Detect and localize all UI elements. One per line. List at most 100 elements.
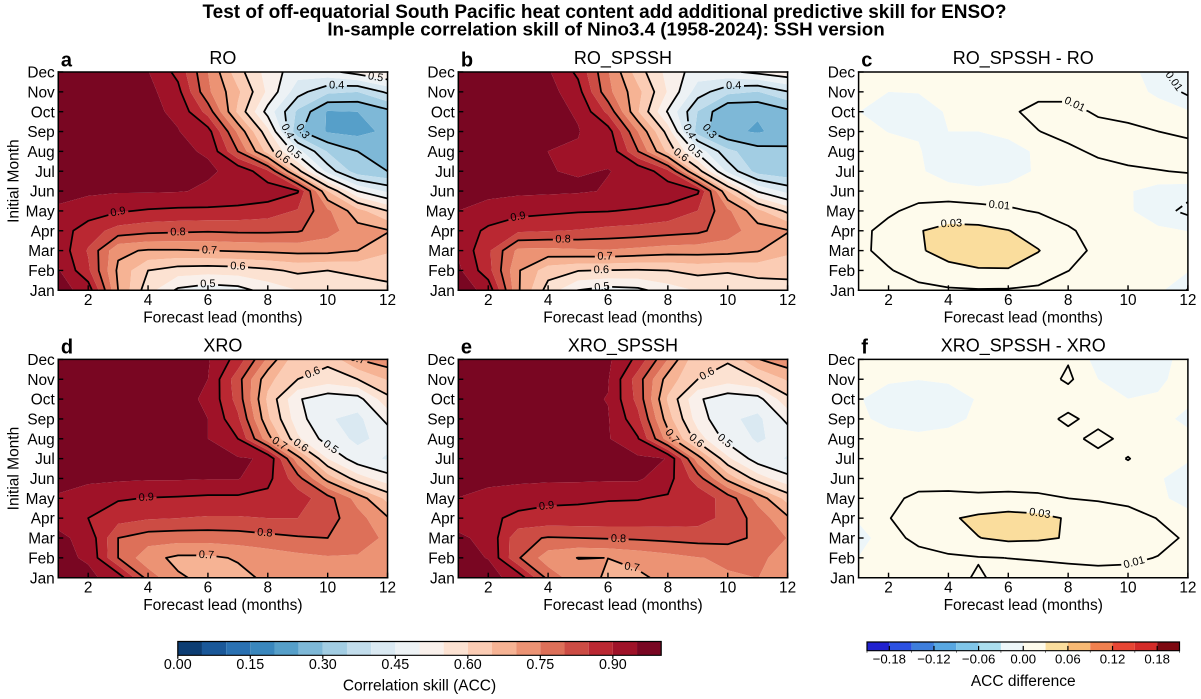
svg-text:8: 8 (1064, 292, 1073, 309)
svg-text:Dec: Dec (427, 65, 455, 82)
svg-text:May: May (826, 203, 855, 220)
svg-text:May: May (26, 491, 55, 508)
svg-text:0.30: 0.30 (309, 657, 337, 673)
svg-text:12: 12 (1179, 579, 1196, 596)
svg-text:Forecast lead (months): Forecast lead (months) (143, 309, 302, 326)
svg-text:2: 2 (84, 292, 93, 309)
svg-text:Oct: Oct (831, 104, 856, 121)
svg-text:0.5: 0.5 (594, 280, 611, 294)
svg-text:Mar: Mar (28, 531, 55, 548)
svg-text:d: d (61, 337, 73, 359)
svg-text:Dec: Dec (27, 65, 55, 82)
svg-text:Jun: Jun (830, 184, 855, 201)
svg-text:Jul: Jul (435, 164, 455, 181)
svg-text:12: 12 (1179, 292, 1196, 309)
svg-text:Aug: Aug (828, 144, 855, 161)
svg-text:Jun: Jun (830, 471, 855, 488)
svg-text:Mar: Mar (829, 243, 856, 260)
svg-text:Jan: Jan (430, 283, 455, 300)
svg-text:May: May (426, 491, 455, 508)
svg-text:Oct: Oct (831, 392, 856, 409)
svg-text:May: May (26, 203, 55, 220)
svg-text:4: 4 (944, 579, 953, 596)
svg-text:Feb: Feb (428, 263, 455, 280)
svg-text:Nov: Nov (427, 372, 455, 389)
svg-text:2: 2 (84, 579, 93, 596)
svg-text:Feb: Feb (28, 263, 55, 280)
svg-text:RO: RO (209, 48, 236, 68)
svg-text:Nov: Nov (828, 372, 856, 389)
svg-text:Apr: Apr (431, 223, 455, 240)
svg-text:0.01: 0.01 (988, 199, 1010, 213)
svg-text:10: 10 (319, 292, 336, 309)
svg-text:4: 4 (544, 579, 553, 596)
svg-text:0.01: 0.01 (1122, 554, 1146, 571)
svg-text:2: 2 (884, 292, 893, 309)
svg-text:Mar: Mar (428, 243, 455, 260)
svg-text:Aug: Aug (27, 144, 54, 161)
svg-text:Forecast lead (months): Forecast lead (months) (543, 597, 702, 614)
svg-text:Oct: Oct (31, 104, 56, 121)
svg-text:RO_SPSSH: RO_SPSSH (574, 48, 672, 69)
svg-text:Feb: Feb (28, 550, 55, 567)
svg-text:0.12: 0.12 (1100, 651, 1126, 666)
svg-text:0.6: 0.6 (303, 364, 322, 381)
svg-text:0.75: 0.75 (526, 657, 554, 673)
svg-text:Dec: Dec (27, 352, 55, 369)
svg-text:0.9: 0.9 (109, 205, 126, 220)
svg-text:Oct: Oct (431, 104, 456, 121)
svg-text:Sep: Sep (27, 124, 54, 141)
svg-text:8: 8 (264, 579, 273, 596)
svg-text:Aug: Aug (828, 431, 855, 448)
svg-text:4: 4 (144, 579, 153, 596)
svg-text:0.90: 0.90 (599, 657, 627, 673)
svg-text:Apr: Apr (31, 511, 55, 528)
svg-text:0.18: 0.18 (1144, 651, 1170, 666)
svg-text:10: 10 (1119, 579, 1136, 596)
svg-text:f: f (861, 337, 868, 359)
svg-text:Sep: Sep (27, 412, 54, 429)
svg-text:Nov: Nov (427, 84, 455, 101)
svg-text:8: 8 (1064, 579, 1073, 596)
svg-text:6: 6 (604, 292, 613, 309)
svg-text:0.00: 0.00 (164, 657, 192, 673)
svg-text:−0.18: −0.18 (873, 651, 906, 666)
svg-text:XRO_SPSSH - XRO: XRO_SPSSH - XRO (941, 335, 1106, 356)
svg-text:Feb: Feb (428, 550, 455, 567)
svg-text:Mar: Mar (28, 243, 55, 260)
svg-text:0.8: 0.8 (170, 226, 186, 238)
svg-text:Aug: Aug (27, 431, 54, 448)
svg-text:0.6: 0.6 (594, 264, 610, 276)
svg-text:Mar: Mar (428, 531, 455, 548)
svg-text:Apr: Apr (431, 511, 455, 528)
svg-text:Jun: Jun (430, 471, 455, 488)
svg-text:Dec: Dec (427, 352, 455, 369)
svg-text:Sep: Sep (427, 412, 454, 429)
svg-text:6: 6 (204, 292, 213, 309)
svg-text:Jul: Jul (835, 451, 855, 468)
svg-text:6: 6 (1004, 292, 1013, 309)
svg-text:XRO_SPSSH: XRO_SPSSH (568, 335, 678, 356)
svg-text:Dec: Dec (828, 65, 856, 82)
svg-text:8: 8 (664, 579, 673, 596)
svg-text:Apr: Apr (831, 223, 855, 240)
svg-text:a: a (61, 49, 73, 71)
svg-text:Oct: Oct (31, 392, 56, 409)
svg-text:0.7: 0.7 (597, 251, 612, 263)
svg-text:12: 12 (379, 579, 396, 596)
svg-text:Jul: Jul (35, 164, 55, 181)
svg-text:0.7: 0.7 (202, 244, 218, 256)
svg-text:−0.06: −0.06 (962, 651, 995, 666)
svg-text:4: 4 (144, 292, 153, 309)
svg-text:0.8: 0.8 (555, 233, 570, 245)
svg-text:Nov: Nov (27, 84, 55, 101)
svg-text:Jun: Jun (30, 471, 55, 488)
svg-text:Nov: Nov (27, 372, 55, 389)
svg-text:Jan: Jan (30, 283, 55, 300)
svg-text:Nov: Nov (828, 84, 856, 101)
svg-text:0.7: 0.7 (199, 549, 215, 562)
svg-text:Jan: Jan (430, 570, 455, 587)
svg-text:0.60: 0.60 (454, 657, 482, 673)
svg-text:0.9: 0.9 (538, 499, 555, 513)
svg-text:2: 2 (884, 579, 893, 596)
